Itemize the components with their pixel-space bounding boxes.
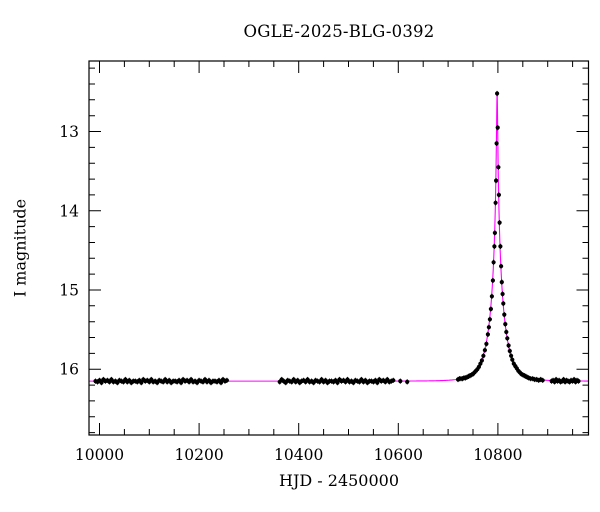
y-axis-label: I magnitude: [10, 198, 30, 298]
data-point: [479, 358, 484, 363]
plot-frame: [88, 60, 590, 436]
data-point: [506, 343, 511, 348]
data-point: [491, 260, 496, 265]
data-point: [499, 280, 504, 285]
data-point: [487, 317, 492, 322]
data-point: [398, 379, 403, 384]
data-point: [179, 380, 184, 385]
data-point: [576, 379, 581, 384]
data-point: [490, 278, 495, 283]
data-point: [510, 357, 515, 362]
y-tick-label: 14: [59, 202, 79, 220]
x-tick-label: 10400: [274, 446, 323, 464]
data-point: [375, 380, 380, 385]
data-point: [494, 141, 499, 146]
data-point: [500, 291, 505, 297]
data-points-layer: [93, 91, 581, 385]
error-bars: [95, 90, 579, 386]
data-point: [494, 178, 499, 183]
data-point: [498, 244, 503, 249]
x-tick-label: 10000: [75, 446, 124, 464]
data-point: [495, 125, 500, 130]
axis-ticks: [89, 61, 589, 435]
data-point: [495, 91, 500, 96]
data-point: [504, 329, 509, 335]
data-point: [501, 301, 506, 306]
data-point: [391, 378, 396, 383]
data-point: [99, 380, 104, 385]
data-point: [478, 361, 483, 366]
data-point: [496, 192, 501, 197]
data-point: [540, 378, 545, 383]
data-point: [492, 230, 497, 235]
data-point: [485, 332, 490, 337]
data-point: [476, 364, 481, 369]
x-axis-label: HJD - 2450000: [278, 471, 400, 490]
data-point: [509, 353, 514, 358]
data-point: [492, 244, 497, 249]
y-tick-label: 13: [59, 123, 79, 141]
data-point: [486, 325, 491, 330]
data-point: [499, 264, 504, 269]
chart-title: OGLE-2025-BLG-0392: [243, 22, 435, 41]
data-point: [489, 294, 494, 299]
data-point: [497, 220, 502, 225]
data-point: [505, 336, 510, 341]
data-point: [218, 380, 224, 385]
data-point: [139, 380, 144, 385]
data-point: [224, 378, 229, 383]
model-curve: [89, 92, 589, 382]
x-tick-label: 10800: [473, 446, 522, 464]
data-point: [484, 341, 489, 346]
data-point: [493, 200, 498, 205]
data-point: [335, 380, 340, 385]
x-tick-label: 10200: [174, 446, 223, 464]
x-tick-label: 10600: [374, 446, 423, 464]
data-point: [481, 353, 486, 358]
data-point: [502, 312, 507, 317]
y-tick-label: 16: [59, 361, 79, 379]
data-point: [488, 306, 493, 312]
data-point: [405, 379, 410, 384]
y-tick-label: 15: [59, 282, 79, 300]
data-point: [482, 348, 487, 353]
data-point: [503, 322, 508, 327]
data-point: [496, 165, 501, 170]
data-point: [507, 348, 512, 354]
